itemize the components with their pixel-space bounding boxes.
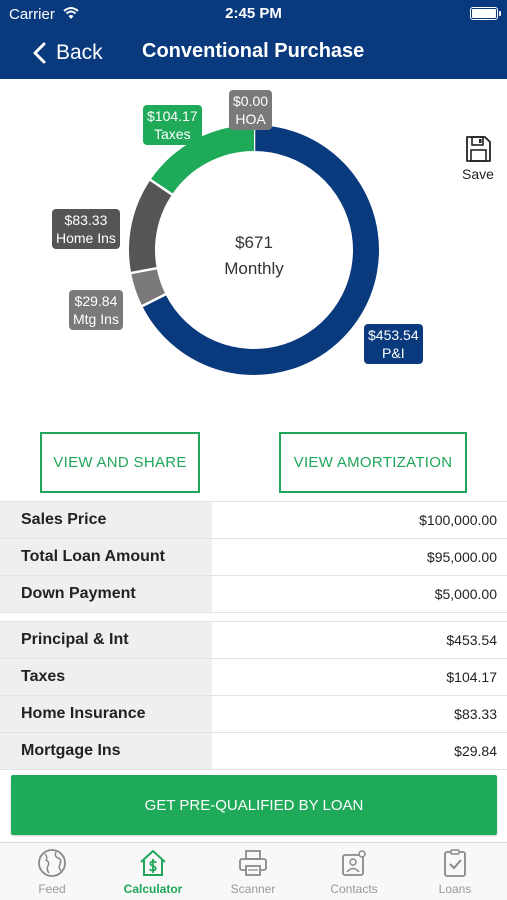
row-label: Principal & Int	[0, 622, 212, 658]
row-label: Taxes	[0, 659, 212, 695]
table-row: Down Payment $5,000.00	[0, 576, 507, 613]
wifi-icon	[63, 7, 79, 19]
row-value: $95,000.00	[426, 549, 497, 565]
tab-label: Calculator	[123, 882, 183, 896]
save-label: Save	[462, 166, 494, 182]
table-row: Sales Price $100,000.00	[0, 502, 507, 539]
payment-breakdown-table: Principal & Int $453.54 Taxes $104.17 Ho…	[0, 621, 507, 770]
slice-value: $104.17	[147, 108, 198, 124]
row-label: Home Insurance	[0, 696, 212, 732]
row-value: $453.54	[446, 632, 497, 648]
slice-name: Home Ins	[56, 230, 116, 246]
row-value: $100,000.00	[419, 512, 497, 528]
slice-value: $29.84	[74, 293, 118, 309]
row-label: Down Payment	[0, 576, 212, 612]
tab-bar: Feed Calculator Scanner	[0, 842, 507, 900]
donut-separator	[148, 178, 174, 197]
back-button[interactable]: Back	[30, 38, 103, 68]
donut-separator	[129, 266, 158, 275]
row-label: Sales Price	[0, 502, 212, 538]
slice-tag-pi: $453.54 P&I	[364, 324, 423, 364]
slice-name: P&I	[382, 345, 405, 361]
battery-icon	[470, 7, 501, 20]
donut-separator	[140, 292, 167, 308]
slice-tag-taxes: $104.17 Taxes	[143, 105, 202, 145]
row-value: $29.84	[454, 743, 497, 759]
slice-tag-home-ins: $83.33 Home Ins	[52, 209, 120, 249]
chart-center-label: Monthly	[224, 259, 284, 278]
view-amortization-button[interactable]: VIEW AMORTIZATION	[279, 432, 467, 493]
floppy-disk-icon	[466, 136, 491, 162]
tab-feed[interactable]: Feed	[2, 847, 102, 896]
table-row: Taxes $104.17	[0, 659, 507, 696]
slice-value: $453.54	[368, 327, 419, 343]
donut-slice-home-ins	[129, 179, 173, 274]
house-dollar-icon	[140, 850, 166, 876]
slice-name: Mtg Ins	[73, 311, 119, 327]
printer-icon	[239, 850, 267, 876]
row-label: Total Loan Amount	[0, 539, 212, 575]
tab-scanner[interactable]: Scanner	[203, 847, 303, 896]
slice-name: HOA	[235, 111, 266, 127]
nav-bar: Back Conventional Purchase	[0, 30, 507, 76]
status-bar: Carrier 2:45 PM	[0, 0, 507, 28]
table-row: Principal & Int $453.54	[0, 622, 507, 659]
clipboard-check-icon	[444, 849, 466, 877]
save-button[interactable]: Save	[458, 135, 498, 182]
globe-icon	[38, 849, 66, 877]
tab-label: Contacts	[330, 882, 378, 896]
slice-tag-mtg-ins: $29.84 Mtg Ins	[69, 290, 123, 330]
contacts-icon	[342, 850, 366, 876]
chart-center-amount: $671	[235, 233, 273, 252]
tab-contacts[interactable]: Contacts	[304, 847, 404, 896]
chevron-left-icon	[33, 42, 46, 64]
view-and-share-button[interactable]: VIEW AND SHARE	[40, 432, 200, 493]
status-time: 2:45 PM	[225, 5, 282, 22]
tab-calculator[interactable]: Calculator	[103, 847, 203, 896]
row-value: $5,000.00	[434, 586, 497, 602]
battery-fill	[472, 9, 496, 18]
row-label: Mortgage Ins	[0, 733, 212, 769]
row-value: $104.17	[446, 669, 497, 685]
donut-chart	[129, 124, 379, 375]
get-pre-qualified-button[interactable]: GET PRE-QUALIFIED BY LOAN	[11, 775, 497, 835]
table-row: Home Insurance $83.33	[0, 696, 507, 733]
tab-label: Feed	[38, 882, 66, 896]
donut-slice-p-i	[142, 125, 379, 375]
table-row: Mortgage Ins $29.84	[0, 733, 507, 770]
tab-label: Loans	[438, 882, 472, 896]
tab-loans[interactable]: Loans	[405, 847, 505, 896]
page-title: Conventional Purchase	[142, 40, 365, 62]
row-value: $83.33	[454, 706, 497, 722]
slice-value: $83.33	[64, 212, 108, 228]
table-row: Total Loan Amount $95,000.00	[0, 539, 507, 576]
loan-summary-table: Sales Price $100,000.00 Total Loan Amoun…	[0, 501, 507, 613]
tab-label: Scanner	[230, 882, 276, 896]
slice-name: Taxes	[154, 126, 191, 142]
carrier-label: Carrier	[9, 6, 55, 23]
slice-value: $0.00	[233, 93, 269, 109]
donut-slice-mtg-ins	[131, 267, 166, 307]
donut-slice-taxes	[150, 125, 255, 195]
payment-chart: $671 Monthly $453.54 P&I $29.84 Mtg Ins …	[0, 79, 507, 419]
top-bar: Carrier 2:45 PM Back Conventional Purcha…	[0, 0, 507, 79]
back-label: Back	[56, 41, 103, 64]
slice-tag-hoa: $0.00 HOA	[229, 90, 273, 130]
